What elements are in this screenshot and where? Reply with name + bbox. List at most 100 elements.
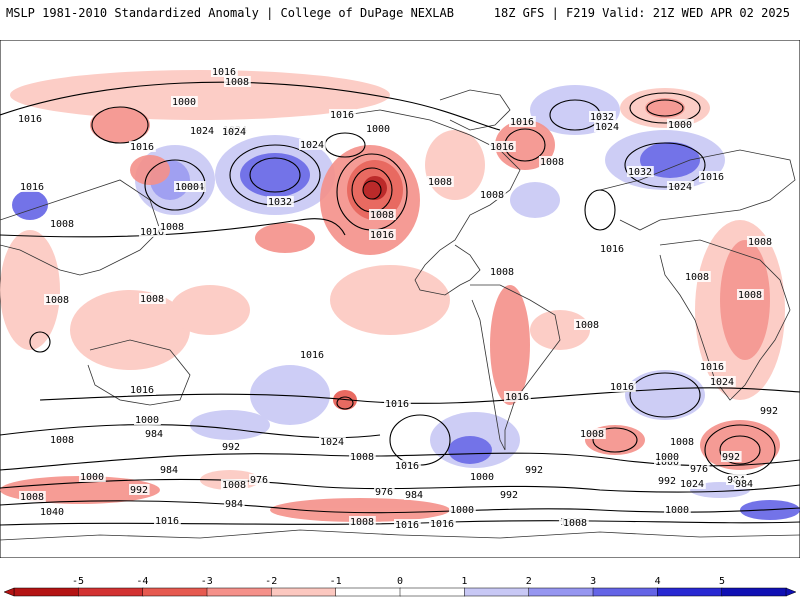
isobar-labels: 1016 1008 1000 1016 1024 1016 1000 1024 1016 1032… [17, 66, 780, 531]
isobar-label-bg [574, 319, 601, 330]
isobar-label: 1016 [212, 67, 236, 78]
isobar-label: 1008 [428, 177, 452, 188]
isobar-label-bg [369, 209, 396, 220]
isobar-label-bg [699, 361, 726, 372]
colorbar-swatch [721, 587, 787, 597]
isobar-label: 1024 [668, 182, 692, 193]
isobar-label: 1000 [80, 472, 104, 483]
colorbar-tick: -1 [330, 576, 342, 587]
isobar-label: 1016 [300, 350, 324, 361]
isobar-label: 1016 [700, 362, 724, 373]
isobar-label-bg [489, 266, 516, 277]
isobar-label: 984 [160, 465, 178, 476]
isobar-label-bg [594, 121, 621, 132]
isobar-label-bg [129, 141, 156, 152]
isobar-label: 1000 [655, 452, 679, 463]
isobar-label-bg [19, 491, 46, 502]
isobar-label-bg [159, 464, 180, 475]
isobar-label: 1016 [130, 385, 154, 396]
isobar-line [719, 435, 761, 465]
isobar-label: 1000 [366, 124, 390, 135]
isobar-line [29, 331, 51, 353]
isobar-label: 1032 [590, 112, 614, 123]
isobar-label-bg [221, 479, 248, 490]
isobar-line [0, 218, 346, 238]
isobar-label: 1024 [595, 122, 619, 133]
colorbar-tick: 2 [526, 576, 532, 587]
isobar-label: 1016 [505, 392, 529, 403]
isobar-label: 1024 [300, 140, 324, 151]
isobar-label-bg [39, 506, 66, 517]
isobar-label: 1016 [385, 399, 409, 410]
colorbar-swatch [142, 587, 208, 597]
isobar-label: 1008 [738, 290, 762, 301]
isobar-label-bg [19, 181, 46, 192]
anomaly-blob [190, 410, 270, 440]
isobar-label-bg [249, 474, 270, 485]
isobar-label: 1008 [160, 222, 184, 233]
isobar-label-bg [79, 471, 106, 482]
colorbar-tick: 4 [655, 576, 661, 587]
isobar-line [0, 500, 800, 514]
isobar-label-bg [365, 123, 392, 134]
isobar-label-bg [747, 236, 774, 247]
isobar-label-bg [299, 139, 326, 150]
isobar-label: 992 [658, 476, 676, 487]
anomaly-blob [625, 370, 705, 420]
north-america-coast [344, 109, 521, 296]
isobar-label-bg [679, 478, 706, 489]
anomaly-blob [448, 436, 492, 464]
colorbar-swatch [335, 587, 401, 597]
isobar-label: 1000 [655, 457, 679, 468]
isobar-label: 1024 [710, 377, 734, 388]
isobar-label: 1000 [470, 472, 494, 483]
isobar-label-bg [524, 464, 545, 475]
isobar-label: 992 [500, 490, 518, 501]
isobar-label: 1016 [330, 110, 354, 121]
isobar-label: 992 [760, 406, 778, 417]
isobar-label-bg [154, 515, 181, 526]
colorbar-tick-labels: -5 -4 -3 -2 -1 0 1 2 3 4 5 [72, 576, 725, 587]
isobar-label-bg [609, 381, 636, 392]
isobar-line [584, 189, 616, 231]
isobar-label-bg [221, 441, 242, 452]
isobar-label: 1008 [575, 320, 599, 331]
colorbar-swatch [464, 587, 530, 597]
isobar-label: 1016 [18, 114, 42, 125]
isobar-label: 1016 [600, 244, 624, 255]
isobar-label-bg [709, 376, 736, 387]
isobar-label-bg [404, 489, 425, 500]
isobar-label: 984 [145, 429, 163, 440]
isobar-label-bg [667, 119, 694, 130]
colorbar-swatches [3, 587, 797, 597]
anomaly-blob [240, 153, 310, 197]
isobar-label: 1024 [190, 126, 214, 137]
colorbar-tick: 1 [461, 576, 467, 587]
isobar-label: 1000 [175, 182, 199, 193]
isobar-label-bg [349, 451, 376, 462]
isobar-line [336, 396, 354, 410]
anomaly-blob [10, 70, 390, 120]
europe-asia-coast [599, 149, 796, 231]
isobar-label: 1008 [350, 452, 374, 463]
isobar-label: 976 [250, 475, 268, 486]
colorbar-min-arrow [3, 587, 15, 597]
isobar-label-bg [171, 96, 198, 107]
isobar-label: 1000 [668, 120, 692, 131]
isobar-label: 1008 [540, 157, 564, 168]
isobar-label-bg [221, 126, 248, 137]
anomaly-blob [510, 182, 560, 218]
isobar-label-bg [267, 196, 294, 207]
isobar-label-bg [759, 405, 780, 416]
africa-coast [659, 239, 791, 401]
anomaly-blob [250, 365, 330, 425]
isobar-line [362, 180, 382, 200]
isobar-label: 1016 [490, 142, 514, 153]
isobar-label-bg [429, 518, 456, 529]
antarctica-coast [0, 529, 800, 541]
isobar-label: 1008 [350, 517, 374, 528]
isobar-label-bg [599, 243, 626, 254]
colorbar-tick: -3 [201, 576, 213, 587]
isobar-label-bg [469, 471, 496, 482]
isobar-label: 1008 [563, 518, 587, 529]
